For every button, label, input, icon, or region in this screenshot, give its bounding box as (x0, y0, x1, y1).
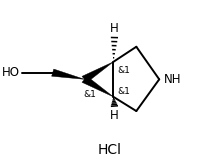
Polygon shape (52, 69, 85, 79)
Text: H: H (110, 109, 119, 122)
Text: &1: &1 (84, 90, 96, 99)
Text: &1: &1 (118, 87, 131, 96)
Text: HCl: HCl (97, 143, 121, 157)
Text: HO: HO (2, 66, 20, 79)
Polygon shape (82, 62, 113, 82)
Text: NH: NH (164, 73, 182, 86)
Text: &1: &1 (118, 66, 131, 75)
Polygon shape (82, 76, 113, 97)
Text: H: H (110, 22, 119, 35)
